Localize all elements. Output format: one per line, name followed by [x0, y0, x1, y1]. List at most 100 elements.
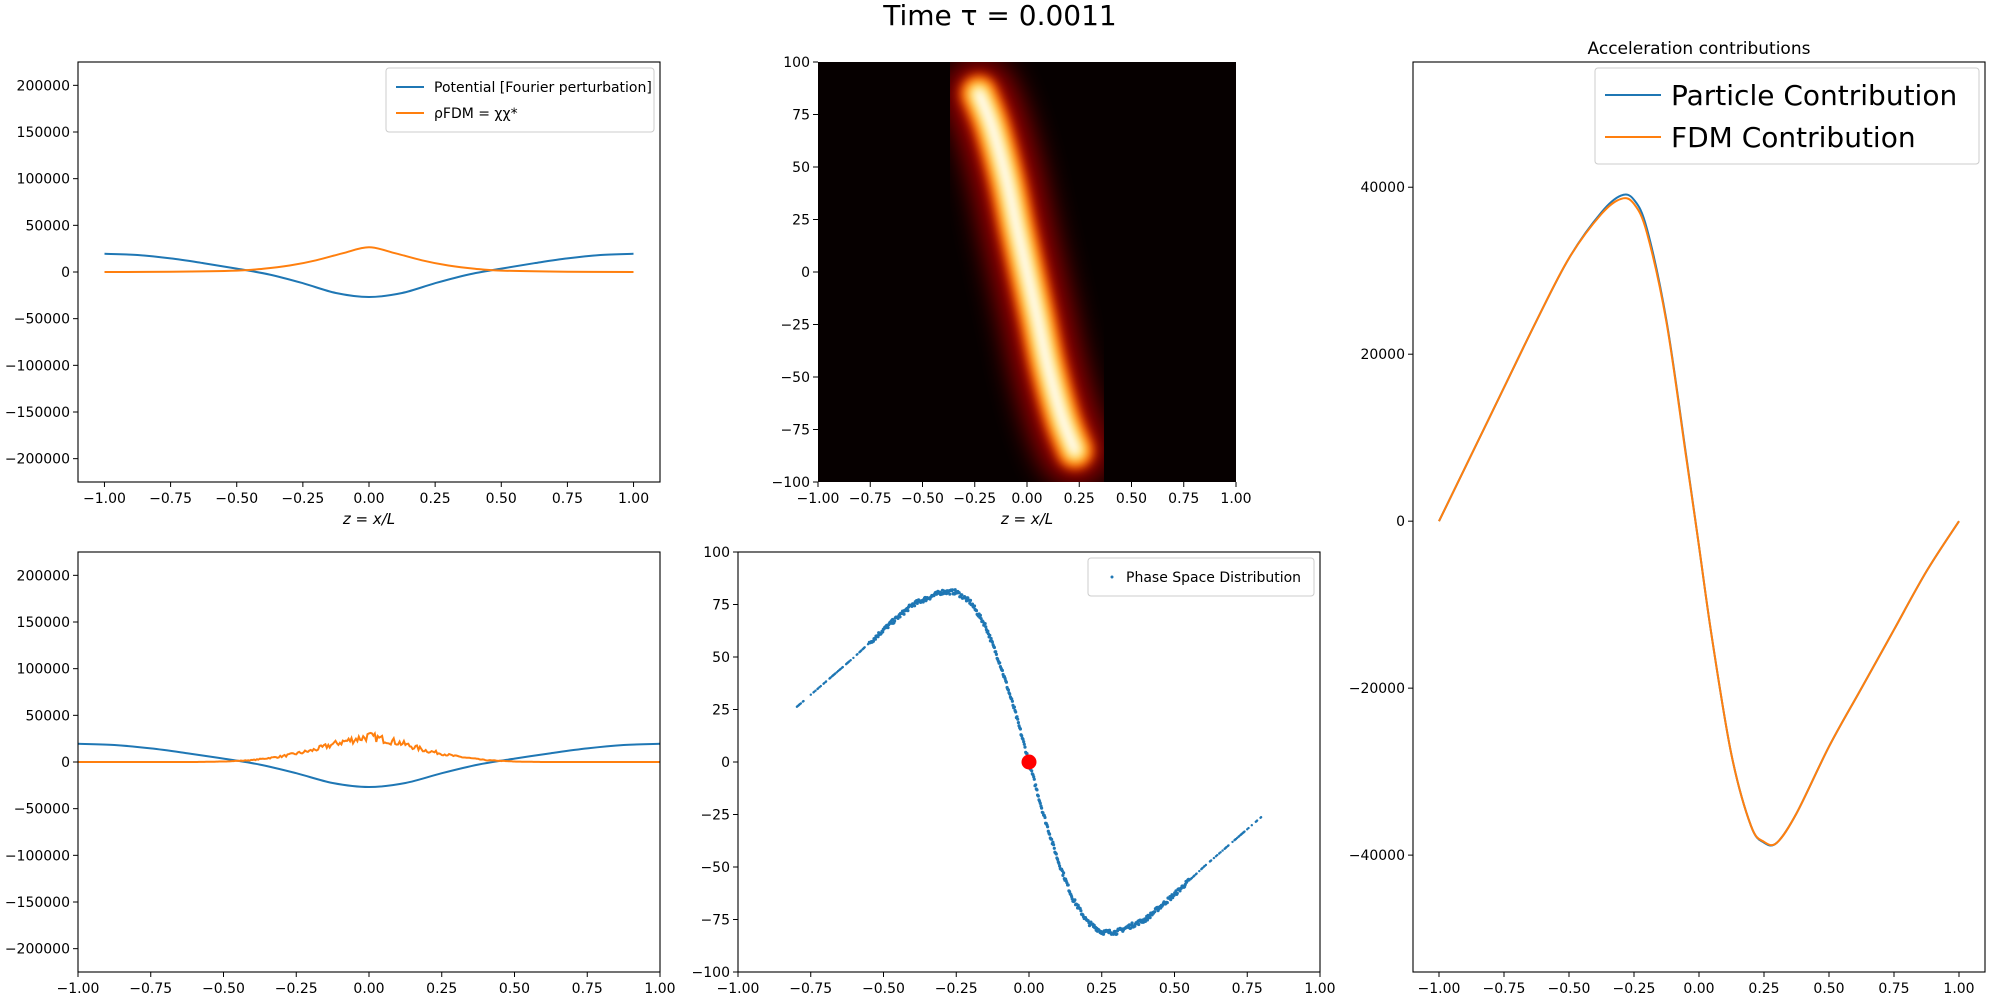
y-tick-label: −100000 [5, 848, 70, 864]
series-group [104, 246, 634, 299]
x-tick-label: 0.25 [1064, 491, 1095, 507]
scatter-point [1015, 715, 1019, 719]
series-line-1 [1438, 197, 1960, 847]
legend-marker [1110, 575, 1114, 579]
scatter-point [1212, 856, 1216, 860]
y-tick-label: −50000 [14, 802, 70, 818]
y-tick-label: −100 [772, 475, 810, 491]
x-tick-label: 1.00 [644, 981, 675, 997]
x-tick-label: 0.25 [426, 981, 457, 997]
scatter-point [1040, 806, 1044, 810]
scatter-point [998, 661, 1002, 665]
scatter-point [1006, 688, 1011, 692]
scatter-point [841, 665, 844, 669]
figure-title: Time τ = 0.0011 [882, 0, 1117, 32]
scatter-point [1175, 891, 1179, 895]
legend-label: Particle Contribution [1671, 79, 1957, 112]
scatter-point [1165, 901, 1169, 905]
scatter-point [1035, 788, 1039, 792]
scatter-point [960, 593, 964, 597]
scatter-point [1020, 734, 1024, 738]
scatter-point [957, 591, 961, 595]
y-tick-label: −25 [700, 808, 730, 824]
panel-fdm-phase-space: −1.00 −0.75 −0.50 −0.25 0.00 0.25 0.50 0.75 1.00… [772, 55, 1252, 528]
x-tick-label: −0.75 [129, 981, 172, 997]
y-tick-label: 25 [712, 703, 730, 719]
scatter-point [984, 625, 988, 629]
scatter-point [1021, 737, 1025, 741]
y-tick-label: −50 [700, 860, 730, 876]
scatter-point [992, 645, 997, 650]
x-tick-label: −0.25 [953, 491, 996, 507]
scatter-point [988, 633, 992, 638]
scatter-point [1022, 740, 1026, 744]
x-tick-label: 0.75 [572, 981, 603, 997]
x-tick-label: −1.00 [717, 981, 760, 997]
y-tick-label: 150000 [17, 125, 70, 141]
scatter-point [978, 613, 983, 618]
y-tick-label: 0 [721, 755, 730, 771]
scatter-point [972, 604, 977, 608]
scatter-point [913, 604, 917, 608]
legend-label: FDM Contribution [1671, 121, 1916, 154]
y-tick-label: 100000 [17, 662, 70, 678]
panel-acceleration: −1.00 −0.75 −0.50 −0.25 0.00 0.25 0.50 0.75 1.00… [1349, 39, 1986, 997]
scatter-point [809, 693, 812, 696]
y-tick-label: −50 [780, 370, 810, 386]
x-tick-label: −1.00 [83, 491, 126, 507]
scatter-point [1107, 928, 1112, 932]
scatter-point [814, 689, 817, 692]
x-tick-label: −0.25 [275, 981, 318, 997]
scatter-point [881, 630, 885, 634]
x-tick-label: 0.75 [1168, 491, 1199, 507]
series-line-0 [78, 742, 660, 789]
scatter-point [1052, 843, 1056, 847]
y-tick-label: 50 [712, 650, 730, 666]
x-tick-label: 0.50 [499, 981, 530, 997]
x-tick-label: 0.25 [420, 491, 451, 507]
scatter-point [863, 646, 866, 649]
x-tick-label: 0.75 [1232, 981, 1263, 997]
scatter-point [1034, 783, 1038, 787]
y-tick-label: 0 [801, 265, 810, 281]
scatter-point [921, 600, 925, 604]
scatter-point [1137, 922, 1141, 927]
scatter-point [974, 609, 979, 613]
scatter-point [1018, 727, 1023, 731]
scatter-point [948, 592, 952, 596]
legend-label: Phase Space Distribution [1126, 570, 1301, 586]
y-tick-label: −200000 [5, 452, 70, 468]
scatter-point [1172, 893, 1176, 898]
scatter-point [1032, 777, 1036, 781]
series-group [78, 730, 660, 789]
y-tick-label: 20000 [1360, 347, 1405, 363]
scatter-point [1022, 742, 1026, 746]
scatter-point [979, 617, 983, 621]
scatter-point [1016, 717, 1020, 721]
scatter-point [1008, 692, 1012, 696]
y-tick-label: 150000 [17, 615, 70, 631]
scatter-point [1057, 861, 1061, 866]
x-tick-label: 0.00 [1683, 981, 1714, 997]
scatter-point [856, 653, 859, 656]
scatter-point [1046, 825, 1050, 829]
x-tick-label: −0.50 [901, 491, 944, 507]
y-tick-label: −75 [780, 423, 810, 439]
x-tick-label: 1.00 [1304, 981, 1335, 997]
scatter-point [1030, 769, 1034, 773]
scatter-point [1014, 710, 1018, 714]
y-tick-label: 50000 [25, 218, 70, 234]
scatter-point [1062, 871, 1066, 875]
y-tick-label: 100000 [17, 172, 70, 188]
y-tick-label: 200000 [17, 568, 70, 584]
x-tick-label: 0.00 [1011, 491, 1042, 507]
scatter-point [802, 699, 805, 703]
y-tick-label: −50000 [14, 312, 70, 328]
series-line-1 [78, 730, 660, 763]
scatter-point [1130, 921, 1134, 925]
x-tick-label: 1.00 [618, 491, 649, 507]
x-tick-label: −0.25 [935, 981, 978, 997]
scatter-point [852, 656, 855, 660]
legend-box [385, 67, 655, 133]
scatter-point [1000, 668, 1005, 673]
